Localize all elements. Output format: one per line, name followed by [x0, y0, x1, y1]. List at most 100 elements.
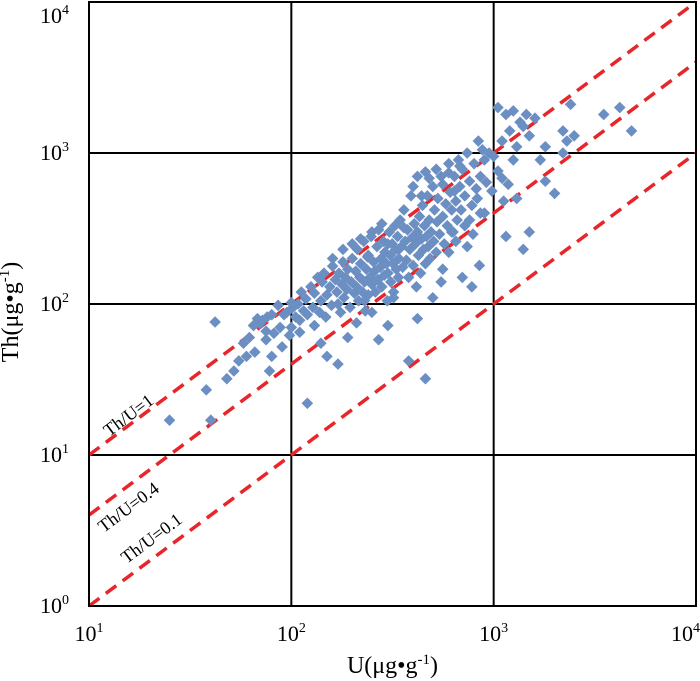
data-point — [371, 240, 383, 253]
data-point — [362, 249, 375, 262]
data-point — [561, 135, 573, 147]
reference-line-labels: Th/U=1Th/U=0.4Th/U=0.1 — [94, 390, 186, 567]
data-point — [300, 293, 312, 305]
data-point — [451, 214, 463, 226]
data-point — [539, 175, 552, 188]
grid — [88, 1, 697, 607]
data-point — [468, 157, 480, 170]
data-point — [435, 276, 447, 288]
data-point — [228, 365, 240, 377]
data-point — [391, 230, 404, 243]
data-point — [274, 321, 286, 334]
data-point — [315, 337, 327, 350]
data-point — [251, 312, 264, 325]
data-point — [455, 204, 467, 216]
data-point — [233, 355, 245, 367]
y-tick-label: 103 — [40, 140, 69, 165]
data-point — [568, 129, 580, 142]
data-point — [520, 108, 533, 121]
data-point — [442, 157, 455, 170]
data-point — [473, 259, 486, 272]
data-point — [382, 238, 394, 250]
data-point — [413, 210, 426, 223]
data-point — [472, 135, 485, 147]
data-point — [360, 263, 373, 276]
data-point — [398, 204, 410, 216]
x-tick-label: 102 — [277, 621, 306, 646]
data-point — [453, 180, 466, 193]
data-point — [285, 296, 298, 309]
data-point — [409, 238, 422, 250]
data-point — [359, 305, 372, 317]
data-point — [400, 254, 413, 267]
data-point — [597, 108, 610, 121]
data-point — [345, 276, 358, 288]
data-point — [507, 154, 520, 166]
plot-frame — [88, 1, 697, 607]
data-point — [260, 325, 272, 338]
data-point — [301, 397, 314, 410]
data-point — [461, 240, 474, 253]
data-point — [276, 341, 288, 353]
data-point — [326, 252, 339, 265]
data-point — [416, 199, 429, 212]
data-point — [338, 291, 350, 304]
data-point — [463, 214, 476, 226]
data-point — [376, 280, 388, 293]
data-point — [426, 180, 439, 193]
data-point — [423, 172, 435, 185]
data-point — [625, 125, 638, 137]
data-point — [424, 252, 436, 265]
data-point — [368, 265, 381, 277]
data-point — [263, 365, 276, 377]
data-point — [372, 333, 385, 346]
x-tick-labels: 101 102 103 104 — [75, 621, 700, 646]
data-point — [478, 154, 491, 166]
y-tick-label: 104 — [40, 3, 69, 28]
data-point — [334, 306, 347, 319]
data-point — [425, 226, 437, 238]
data-point — [428, 204, 441, 216]
data-point — [564, 98, 577, 111]
data-point — [331, 286, 343, 298]
data-point — [366, 278, 378, 291]
y-tick-label: 101 — [40, 442, 69, 467]
data-point — [399, 235, 411, 248]
data-point — [308, 287, 321, 299]
data-point — [474, 207, 487, 219]
data-point — [354, 233, 367, 245]
data-point — [313, 306, 326, 319]
data-points — [163, 98, 638, 427]
data-point — [510, 192, 523, 205]
data-point — [369, 286, 382, 298]
data-point — [453, 160, 466, 172]
data-point — [523, 226, 536, 238]
data-point — [398, 221, 410, 234]
data-point — [356, 286, 369, 298]
data-point — [381, 295, 394, 307]
data-point — [366, 226, 378, 238]
data-point — [272, 299, 284, 312]
data-point — [307, 301, 319, 314]
data-point — [433, 228, 446, 240]
data-point — [402, 355, 415, 367]
data-point — [523, 129, 536, 142]
data-point — [430, 163, 443, 176]
reference-line — [87, 151, 698, 608]
data-point — [442, 166, 455, 179]
y-tick-labels: 100 101 102 103 104 — [40, 3, 69, 618]
data-point — [308, 319, 321, 332]
data-point — [341, 263, 354, 276]
x-tick-label: 104 — [671, 621, 700, 646]
data-point — [393, 252, 405, 265]
data-point — [221, 372, 233, 385]
data-point — [415, 190, 428, 202]
data-point — [471, 192, 484, 205]
data-point — [200, 384, 213, 396]
data-point — [461, 147, 474, 159]
data-point — [467, 228, 479, 240]
data-point — [344, 301, 356, 314]
data-point — [510, 140, 523, 153]
x-tick-label: 103 — [479, 621, 508, 646]
